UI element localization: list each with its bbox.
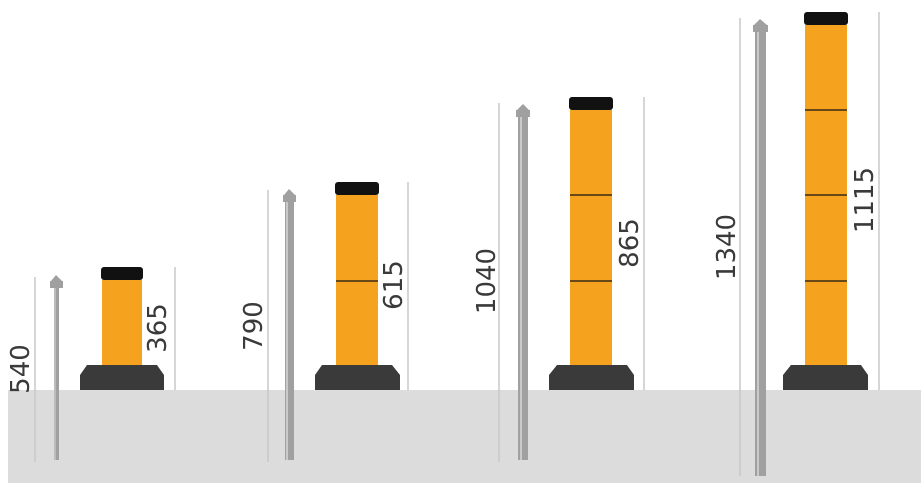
post-height-label: 615 (379, 260, 409, 310)
anchor-rod (516, 104, 530, 460)
ground-area (8, 390, 921, 483)
post-base (315, 365, 400, 390)
post-cap (804, 12, 848, 25)
bollard-2: 790 615 (239, 182, 409, 462)
post-height-label: 365 (143, 303, 173, 353)
post-body (336, 195, 378, 365)
bollard-1: 540 365 (6, 267, 176, 462)
anchor-rod (50, 275, 63, 460)
post-cap (335, 182, 379, 195)
bollard-3: 1040 865 (472, 97, 645, 462)
post-base (549, 365, 634, 390)
post-base (80, 365, 164, 390)
post-body (102, 280, 142, 365)
total-height-label: 1040 (472, 248, 502, 314)
post-height-label: 865 (615, 218, 645, 268)
total-height-label: 1340 (712, 214, 742, 280)
bollard-post (783, 12, 868, 390)
bollard-post (315, 182, 400, 390)
post-cap (569, 97, 613, 110)
anchor-rod (753, 19, 768, 476)
bollard-4: 1340 1115 (712, 12, 880, 476)
bollard-post (549, 97, 634, 390)
total-height-label: 540 (6, 344, 36, 394)
post-body (570, 110, 612, 365)
anchor-rod (283, 189, 296, 460)
post-cap (101, 267, 143, 280)
total-height-label: 790 (239, 301, 269, 351)
post-base (783, 365, 868, 390)
bollard-post (80, 267, 164, 390)
post-height-label: 1115 (850, 167, 880, 233)
